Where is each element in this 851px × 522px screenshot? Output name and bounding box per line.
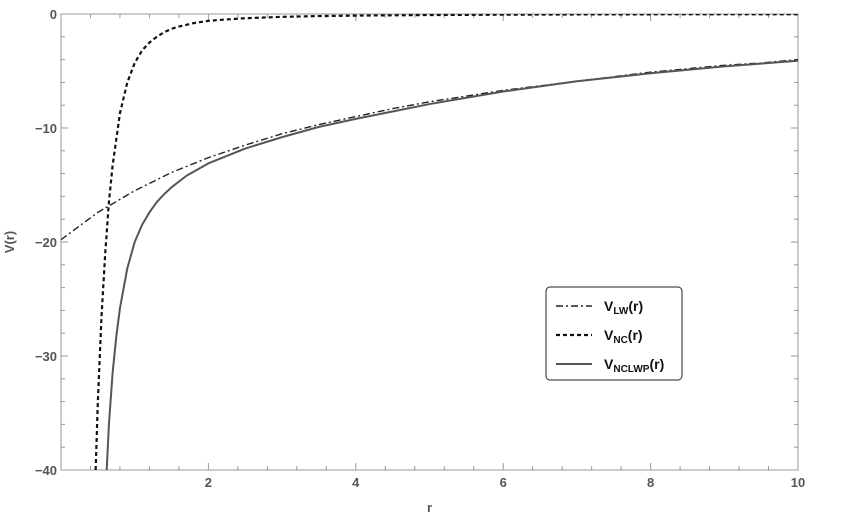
y-tick-label: 0 [50,7,57,22]
axis-ticks [61,13,799,471]
tick-labels: 2 4 6 8 10 0 −10 −20 −30 −40 [35,7,805,490]
x-tick-label: 6 [500,475,507,490]
x-tick-label: 8 [647,475,654,490]
series-layer [61,14,798,470]
x-tick-label: 10 [791,475,805,490]
plot-frame [60,13,799,471]
series-line-nclwp [105,59,798,470]
legend-label-nc: VNC(r) [604,327,643,346]
y-tick-label: −40 [35,463,57,478]
x-tick-label: 4 [352,475,360,490]
series-line-nc [94,14,798,470]
y-tick-label: −20 [35,235,57,250]
legend-label-nclwp: VNCLWP(r) [604,356,664,375]
series-line-lw [61,58,798,241]
x-tick-label: 2 [205,475,212,490]
x-axis-label: r [427,500,432,515]
legend-box [545,286,683,381]
legend: VLW(r) VNC(r) VNCLWP(r) [545,286,683,381]
legend-label-lw: VLW(r) [604,298,643,317]
y-axis-label: V(r) [2,231,17,253]
y-tick-label: −30 [35,349,57,364]
y-tick-label: −10 [35,121,57,136]
